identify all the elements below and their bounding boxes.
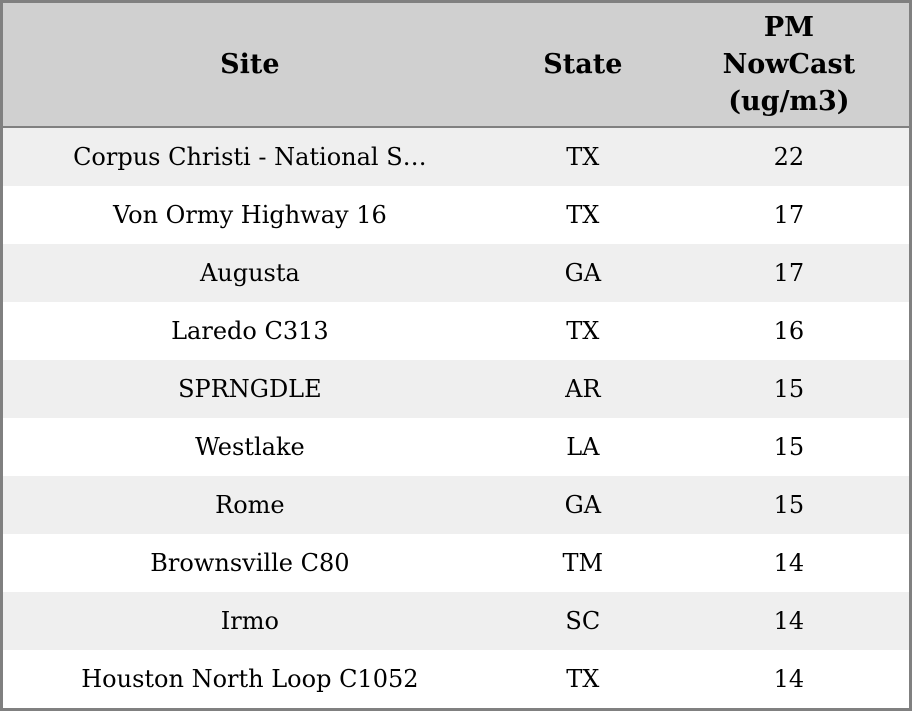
cell-state: TX [566,317,600,345]
cell-state: GA [564,259,602,287]
table-row: Von Ormy Highway 16 TX 17 [3,186,909,244]
table-row: SPRNGDLE AR 15 [3,360,909,418]
cell-state: TM [562,549,604,577]
table-body: Corpus Christi - National S… TX 22 Von O… [3,128,909,708]
table-row: Rome GA 15 [3,476,909,534]
cell-pm-nowcast: 17 [773,201,805,229]
cell-state: AR [565,375,601,403]
cell-pm-nowcast: 16 [773,317,805,345]
table-row: Houston North Loop C1052 TX 14 [3,650,909,708]
cell-site: Augusta [199,259,300,287]
cell-state: TX [566,143,600,171]
cell-site: Houston North Loop C1052 [81,665,419,693]
cell-site: Rome [215,491,285,519]
cell-pm-nowcast: 14 [773,549,805,577]
cell-site: Corpus Christi - National S… [73,143,427,171]
cell-state: TX [566,201,600,229]
table-row: Corpus Christi - National S… TX 22 [3,128,909,186]
cell-site: Laredo C313 [171,317,329,345]
cell-site: Westlake [195,433,305,461]
column-header-state: State [543,49,623,80]
table-row: Westlake LA 15 [3,418,909,476]
cell-pm-nowcast: 22 [773,143,805,171]
cell-state: TX [566,665,600,693]
cell-state: LA [566,433,600,461]
cell-state: SC [565,607,601,635]
cell-pm-nowcast: 17 [773,259,805,287]
table-row: Irmo SC 14 [3,592,909,650]
cell-pm-nowcast: 14 [773,665,805,693]
column-header-pm-nowcast: PM NowCast (ug/m3) [722,12,856,117]
table-row: Augusta GA 17 [3,244,909,302]
column-header-site: Site [220,49,280,80]
table-header-row: Site State PM NowCast (ug/m3) [3,3,909,128]
cell-state: GA [564,491,602,519]
cell-site: Von Ormy Highway 16 [113,201,387,229]
cell-site: Brownsville C80 [150,549,350,577]
cell-pm-nowcast: 15 [773,375,805,403]
cell-pm-nowcast: 15 [773,491,805,519]
table-row: Laredo C313 TX 16 [3,302,909,360]
cell-pm-nowcast: 14 [773,607,805,635]
cell-site: SPRNGDLE [178,375,322,403]
cell-pm-nowcast: 15 [773,433,805,461]
cell-site: Irmo [220,607,279,635]
table-row: Brownsville C80 TM 14 [3,534,909,592]
